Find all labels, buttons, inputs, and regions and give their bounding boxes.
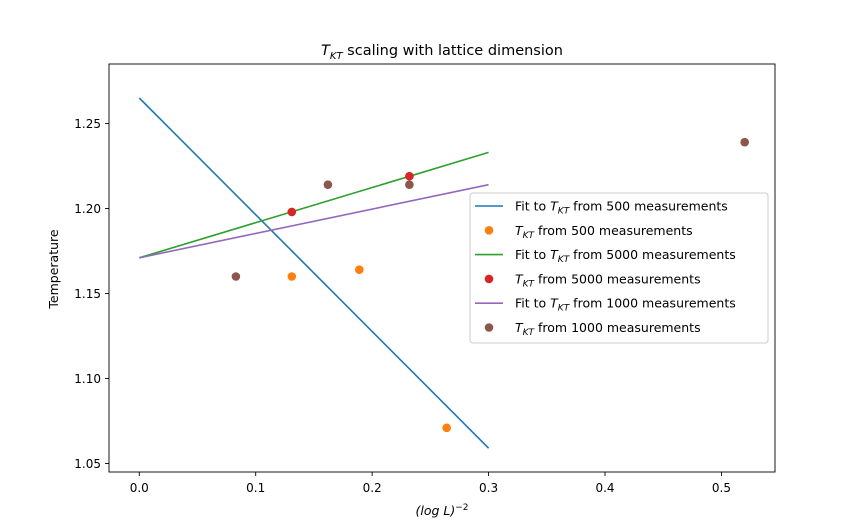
y-axis-label: Temperature — [46, 229, 61, 309]
y-tick-label: 1.15 — [74, 287, 101, 301]
legend-entry-label: Fit to TKT from 500 measurements — [515, 199, 728, 217]
legend-marker-swatch — [484, 274, 494, 284]
chart-title: TKT scaling with lattice dimension — [321, 43, 563, 62]
legend-entry-label: TKT from 500 measurements — [515, 223, 693, 241]
plot-frame — [108, 63, 776, 473]
x-tick-label: 0.5 — [712, 481, 731, 495]
data-point-5-3 — [740, 137, 749, 147]
x-tick-label: 0.3 — [479, 481, 498, 495]
x-axis-label: (log L)−2 — [415, 503, 468, 518]
y-tick-label: 1.20 — [74, 202, 101, 216]
x-axis: 0.0 0.1 0.2 0.3 0.4 0.5 — [130, 472, 731, 495]
legend-entry-label: Fit to TKT from 5000 measurements — [515, 247, 736, 265]
data-point-5-0 — [231, 272, 241, 281]
legend-marker-swatch — [484, 323, 494, 332]
x-tick-label: 0.1 — [246, 481, 265, 495]
fit-line-4 — [139, 183, 489, 259]
fit-line-0 — [138, 97, 490, 449]
data-point-1-0 — [287, 272, 297, 281]
data-point-1-2 — [442, 423, 452, 433]
legend-entry-label: TKT from 1000 measurements — [515, 320, 701, 338]
y-axis: 1.05 1.10 1.15 1.20 1.25 — [74, 117, 109, 471]
legend: Fit to TKT from 500 measurements TKT from… — [469, 192, 769, 344]
legend-entry-label: TKT from 5000 measurements — [515, 271, 701, 289]
y-tick-label: 1.25 — [74, 117, 101, 131]
legend-marker-swatch — [484, 226, 494, 235]
y-tick-label: 1.05 — [74, 457, 101, 471]
x-tick-label: 0.0 — [130, 481, 149, 495]
x-tick-label: 0.4 — [595, 481, 614, 495]
data-point-3-1 — [405, 171, 414, 181]
legend-box — [469, 192, 769, 344]
legend-entry-label: Fit to TKT from 1000 measurements — [515, 296, 736, 314]
x-tick-label: 0.2 — [363, 481, 382, 495]
data-point-3-0 — [287, 207, 297, 217]
data-point-1-1 — [355, 265, 364, 275]
fit-line-2 — [139, 151, 489, 259]
y-tick-label: 1.10 — [74, 372, 101, 386]
data-point-5-1 — [323, 180, 333, 189]
data-point-5-2 — [405, 180, 414, 189]
